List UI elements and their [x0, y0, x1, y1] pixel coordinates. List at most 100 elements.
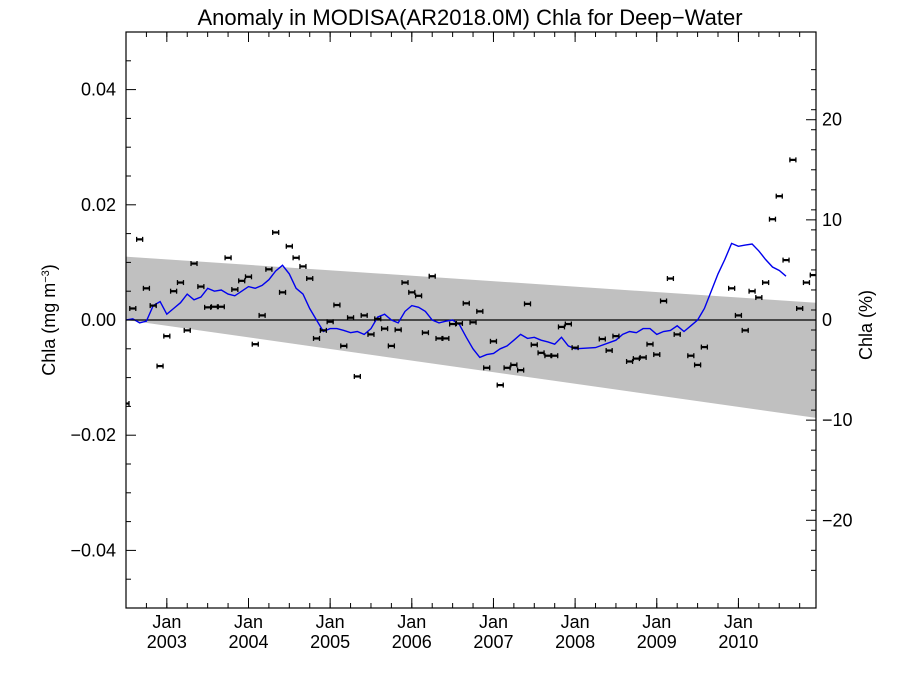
y-left-tick-label: −0.04	[70, 540, 116, 560]
data-point	[360, 312, 368, 318]
data-point	[796, 305, 804, 311]
x-tick-label-year: 2006	[392, 632, 432, 652]
data-point	[333, 302, 341, 308]
data-point	[306, 276, 314, 282]
data-point	[210, 304, 219, 310]
data-point	[693, 362, 702, 368]
data-point	[734, 312, 743, 318]
y-axis-left-label-sup: −3	[40, 270, 52, 283]
data-point	[380, 326, 389, 332]
data-point	[564, 321, 572, 327]
y-left-tick-label: −0.02	[70, 425, 116, 445]
data-point	[278, 289, 287, 295]
data-point	[496, 382, 504, 388]
y-left-tick-label: 0.02	[81, 195, 116, 215]
plot-content	[126, 157, 816, 418]
data-point	[632, 356, 641, 362]
data-point	[149, 303, 157, 309]
chart-title: Anomaly in MODISA(AR2018.0M) Chla for De…	[197, 5, 742, 30]
data-point	[394, 327, 402, 333]
data-point	[244, 274, 253, 280]
x-tick-label-month: Jan	[561, 612, 590, 632]
y-right-tick-label: 0	[822, 310, 832, 330]
x-tick-label-month: Jan	[397, 612, 426, 632]
x-tick-label-month: Jan	[724, 612, 753, 632]
data-point	[238, 278, 246, 284]
data-point	[612, 333, 620, 339]
data-point	[292, 255, 300, 261]
data-point	[483, 365, 491, 371]
data-point	[673, 331, 681, 337]
data-point	[176, 280, 185, 286]
data-point	[156, 363, 164, 369]
data-point	[231, 286, 239, 292]
data-point	[782, 257, 790, 263]
y-axis-left-label: Chla (mg m−3)	[39, 264, 59, 376]
data-point	[435, 335, 443, 341]
x-tick-label-month: Jan	[642, 612, 671, 632]
data-point	[224, 255, 232, 261]
y-left-tick-label: 0.04	[81, 80, 116, 100]
data-point	[687, 353, 695, 359]
x-tick-label-month: Jan	[479, 612, 508, 632]
y-right-tick-label: −20	[822, 510, 853, 530]
data-point	[761, 280, 770, 286]
data-point	[516, 367, 525, 373]
plot-area	[126, 157, 816, 418]
data-point	[571, 345, 579, 351]
x-tick-label-month: Jan	[152, 612, 181, 632]
x-tick-label-year: 2003	[147, 632, 187, 652]
data-point	[197, 284, 205, 290]
data-point	[802, 280, 811, 286]
data-point	[544, 353, 552, 359]
x-tick-label-year: 2009	[637, 632, 677, 652]
data-point	[666, 276, 675, 282]
data-point	[503, 365, 511, 371]
data-point	[727, 285, 736, 291]
x-tick-label-year: 2005	[310, 632, 350, 652]
data-point	[510, 362, 518, 368]
x-tick-label-month: Jan	[234, 612, 263, 632]
data-point	[421, 330, 430, 336]
data-point	[190, 261, 198, 267]
data-point	[169, 288, 178, 294]
data-point	[646, 341, 654, 347]
x-tick-label-year: 2010	[718, 632, 758, 652]
data-point	[755, 295, 763, 301]
y-right-tick-label: 20	[822, 110, 842, 130]
data-point	[346, 315, 355, 321]
data-point	[605, 348, 613, 354]
axes: 0.040.020.00−0.02−0.0420100−10−20Jan2003…	[70, 31, 853, 652]
data-point	[775, 193, 783, 199]
data-point	[163, 333, 171, 339]
x-tick-label-year: 2007	[473, 632, 513, 652]
data-point	[462, 300, 470, 306]
data-point	[448, 321, 457, 327]
data-point	[428, 273, 436, 279]
data-point	[523, 301, 532, 307]
data-point	[285, 243, 293, 249]
data-point	[135, 236, 144, 242]
data-point	[258, 312, 266, 318]
data-point	[557, 324, 566, 330]
data-point	[659, 298, 668, 304]
data-point	[639, 354, 647, 360]
data-point	[272, 229, 280, 235]
data-point	[374, 316, 382, 322]
data-point	[204, 304, 212, 310]
data-point	[789, 157, 797, 163]
data-point	[700, 344, 709, 350]
data-point	[326, 319, 334, 325]
y-right-tick-label: 10	[822, 210, 842, 230]
x-tick-label-month: Jan	[316, 612, 345, 632]
data-point	[476, 308, 484, 314]
data-point	[126, 401, 130, 407]
data-point	[530, 342, 538, 348]
data-point	[387, 343, 396, 349]
data-point	[455, 320, 464, 326]
data-point	[217, 304, 225, 310]
y-left-tick-label: 0.00	[81, 310, 116, 330]
data-point	[551, 353, 559, 359]
data-point	[748, 288, 756, 294]
